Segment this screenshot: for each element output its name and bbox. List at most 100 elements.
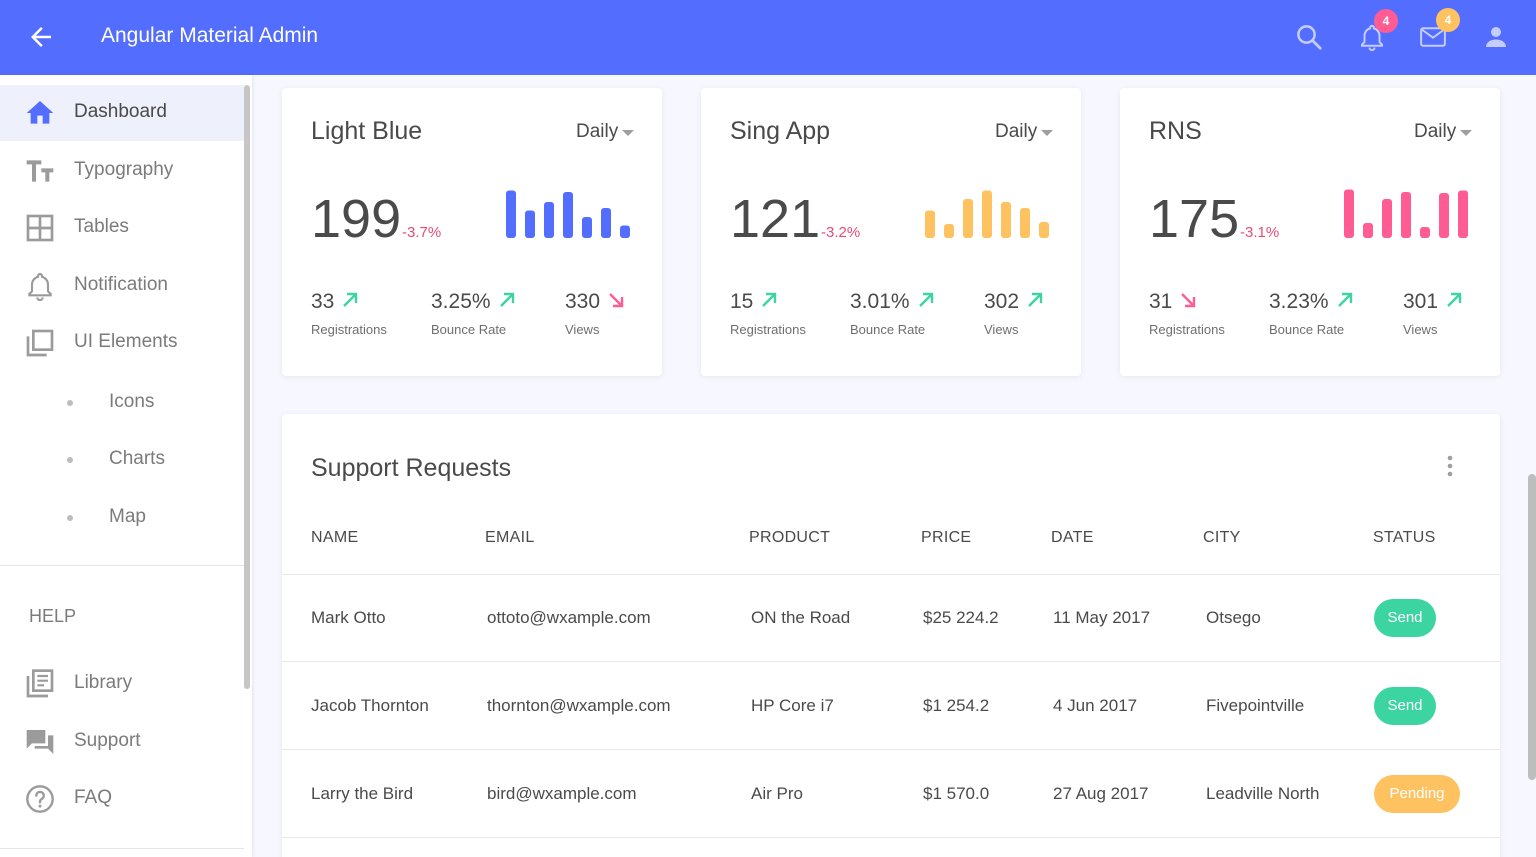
sidebar-divider [0, 565, 244, 566]
card-metric: 3.01% Bounce Rate [850, 290, 936, 337]
bullet-dot [67, 515, 73, 521]
mini-bar [944, 224, 954, 238]
back-arrow-icon[interactable] [26, 22, 56, 52]
library-icon [26, 669, 54, 698]
metric-value: 31 [1149, 290, 1173, 313]
chat-icon [26, 730, 54, 754]
sidebar-item-ui-elements[interactable]: UI Elements [0, 315, 244, 371]
mini-bar [1363, 223, 1373, 238]
typography-icon [26, 160, 54, 182]
mini-bar [1382, 199, 1392, 238]
stat-card-light-blue: Light Blue Daily 199 -3.7% 33 Registrations… [282, 88, 662, 376]
page-scrollbar[interactable] [1528, 474, 1536, 780]
table-cell-price: $1 570.0 [923, 784, 990, 803]
trend-up-arrow-icon [762, 292, 777, 307]
table-cell-email: thornton@wxample.com [487, 696, 671, 715]
chevron-down-icon[interactable] [1041, 130, 1053, 136]
card-title: RNS [1149, 117, 1202, 145]
sidebar-item-notification[interactable]: Notification [0, 258, 244, 314]
table-cell-product: ON the Road [751, 608, 851, 627]
table-cell-product: Air Pro [751, 784, 803, 803]
mini-bar [982, 190, 992, 238]
table-cell-date: 27 Aug 2017 [1053, 784, 1149, 803]
mini-bar [1344, 189, 1354, 238]
card-metric: 301 Views [1403, 290, 1464, 337]
sidebar-subitem-icons[interactable]: Icons [0, 377, 244, 427]
metric-label: Bounce Rate [431, 322, 507, 337]
table-cell-email: ottoto@wxample.com [487, 608, 651, 627]
mini-bar-chart [925, 190, 1049, 238]
mail-icon [1420, 27, 1446, 47]
column-header: STATUS [1373, 529, 1436, 546]
metric-label: Bounce Rate [1269, 322, 1345, 337]
chevron-down-icon[interactable] [622, 130, 634, 136]
table-cell-price: $25 224.2 [923, 608, 999, 627]
stat-card-rns: RNS Daily 175 -3.1% 31 Registrations 3.23% … [1120, 88, 1500, 376]
bell-icon [28, 272, 52, 301]
sidebar-subitem-map[interactable]: Map [0, 492, 244, 542]
sidebar-item-support[interactable]: Support [0, 714, 244, 770]
sidebar-scrollbar[interactable] [244, 85, 250, 689]
period-select[interactable]: Daily [995, 121, 1038, 142]
metric-value: 15 [730, 290, 754, 313]
mini-bar [1020, 208, 1030, 238]
column-header: NAME [311, 529, 359, 546]
trend-up-arrow-icon [918, 292, 933, 307]
messages-badge: 4 [1436, 8, 1460, 32]
card-change: -3.2% [821, 224, 861, 241]
table-cell-name: Larry the Bird [311, 784, 414, 803]
notifications-badge: 4 [1374, 9, 1398, 33]
metric-label: Registrations [1149, 322, 1225, 337]
table-divider [282, 574, 1500, 575]
metric-value: 301 [1403, 290, 1439, 313]
sidebar-item-typography[interactable]: Typography [0, 143, 244, 199]
status-badge[interactable]: Send [1374, 687, 1436, 725]
mini-bar [601, 208, 611, 238]
sidebar-item-label: Support [74, 730, 141, 751]
metric-value: 330 [565, 290, 601, 313]
status-badge[interactable]: Send [1374, 599, 1436, 637]
table-cell-email: bird@wxample.com [487, 784, 637, 803]
mini-bar [925, 210, 935, 238]
table-divider [282, 837, 1500, 838]
card-metric: 3.25% Bounce Rate [431, 290, 517, 337]
metric-label: Registrations [730, 322, 806, 337]
search-icon[interactable] [1294, 22, 1324, 52]
column-header: EMAIL [485, 529, 535, 546]
user-icon[interactable] [1481, 22, 1511, 52]
sidebar-item-library[interactable]: Library [0, 656, 244, 712]
chevron-down-icon[interactable] [1460, 130, 1472, 136]
sidebar-subitem-charts[interactable]: Charts [0, 434, 244, 484]
card-metric: 330 Views [565, 290, 626, 337]
column-header: CITY [1203, 529, 1241, 546]
sidebar-item-dashboard[interactable]: Dashboard [0, 85, 244, 141]
period-select[interactable]: Daily [1414, 121, 1457, 142]
more-vert-icon[interactable] [1440, 452, 1460, 480]
status-badge[interactable]: Pending [1374, 775, 1460, 813]
card-title: Light Blue [311, 117, 423, 145]
trend-down-arrow-icon [1181, 293, 1196, 308]
sidebar-item-label: Notification [74, 274, 168, 295]
mini-bar [1458, 190, 1468, 238]
mini-bar [1039, 222, 1049, 238]
sidebar: Dashboard Typography Tables Notification… [0, 75, 252, 857]
metric-value: 3.23% [1269, 290, 1329, 313]
mini-bar-chart [506, 190, 630, 238]
trend-up-arrow-icon [1028, 292, 1043, 307]
sidebar-item-tables[interactable]: Tables [0, 200, 244, 256]
card-metric: 3.23% Bounce Rate [1269, 290, 1355, 337]
mini-bar [1001, 202, 1011, 238]
table-cell-product: HP Core i7 [751, 696, 834, 715]
sidebar-item-label: UI Elements [74, 331, 178, 352]
home-icon [26, 101, 54, 124]
mini-bar [620, 225, 630, 238]
card-value: 121 [730, 189, 821, 249]
sidebar-item-faq[interactable]: FAQ [0, 771, 244, 827]
column-header: DATE [1051, 529, 1094, 546]
table-cell-city: Fivepointville [1206, 696, 1305, 715]
mini-bar-chart [1344, 189, 1468, 238]
sidebar-subitem-label: Icons [109, 391, 155, 412]
period-select[interactable]: Daily [576, 121, 619, 142]
table-icon [26, 214, 54, 242]
mini-bar [963, 199, 973, 238]
